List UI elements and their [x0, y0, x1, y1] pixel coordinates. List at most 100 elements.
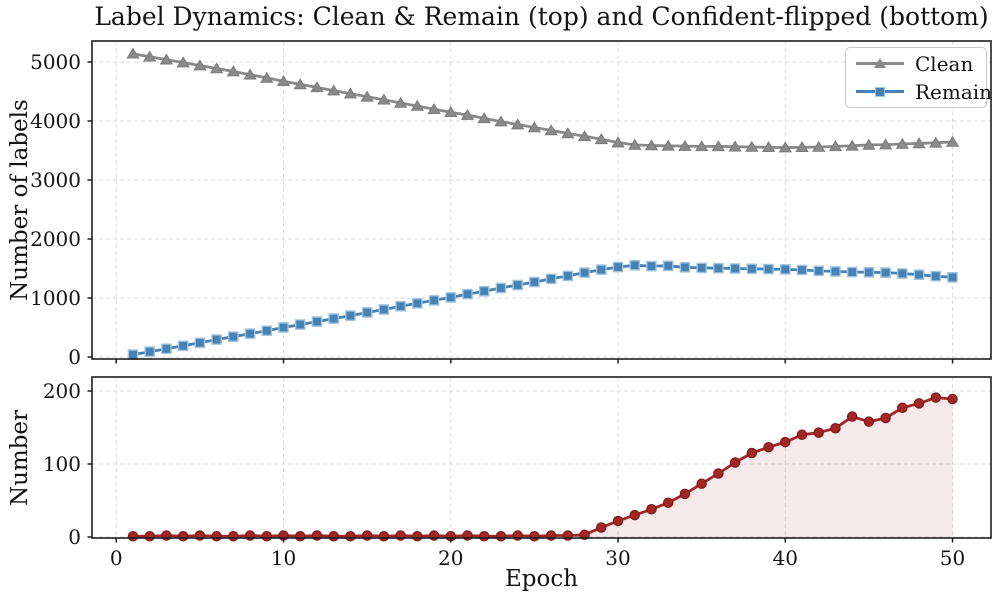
y-tick-label: 2000	[30, 227, 81, 251]
circle-marker	[729, 457, 741, 468]
circle-marker	[913, 398, 925, 409]
axis-ticks	[87, 61, 954, 364]
top-chart: 0 1000 2000 3000 4000 5000	[30, 40, 992, 369]
triangle-marker	[895, 137, 909, 149]
circle-marker	[512, 530, 523, 541]
triangle-marker	[460, 108, 475, 120]
square-marker	[311, 316, 323, 327]
triangle-marker	[611, 136, 625, 148]
circle-marker	[562, 530, 574, 541]
triangle-marker	[477, 112, 491, 124]
legend-item-remain: Remain	[856, 80, 992, 104]
triangle-marker	[594, 133, 608, 145]
square-marker	[880, 267, 891, 278]
plot-border	[91, 40, 992, 360]
circle-marker	[428, 530, 440, 541]
square-marker	[763, 263, 774, 275]
triangle-marker	[912, 137, 926, 149]
remain-line-marker-icon	[856, 85, 904, 99]
triangle-marker	[778, 141, 792, 153]
circle-marker	[880, 412, 891, 424]
circle-marker	[679, 488, 691, 500]
y-tick-label: 100	[43, 452, 81, 476]
triangle-marker	[945, 135, 960, 147]
square-marker	[729, 263, 741, 274]
circle-marker	[796, 429, 808, 441]
circle-marker	[161, 530, 172, 541]
square-marker	[161, 343, 172, 355]
circle-marker	[763, 441, 774, 453]
square-marker	[579, 267, 590, 278]
circle-marker	[244, 530, 256, 541]
circle-marker	[579, 529, 590, 541]
circle-marker	[529, 531, 540, 542]
triangle-marker	[845, 139, 859, 151]
triangle-marker	[678, 139, 692, 151]
gridlines	[92, 41, 991, 359]
circle-marker	[144, 531, 155, 542]
bottom-chart: 0 100 200 0 10 20 30 40 50	[43, 376, 992, 570]
triangle-marker	[828, 140, 843, 152]
legend-label-clean: Clean	[915, 51, 974, 76]
circle-marker	[462, 530, 473, 541]
triangle-marker	[644, 139, 659, 151]
confident-flipped-series	[127, 392, 958, 542]
x-tick-label: 0	[110, 546, 123, 570]
square-marker	[595, 264, 607, 275]
y-tick-label: 0	[68, 525, 81, 549]
x-axis-label: Epoch	[504, 566, 579, 592]
series-line	[132, 263, 953, 356]
plot-border	[91, 376, 992, 539]
triangle-marker	[511, 118, 525, 130]
triangle-marker	[260, 71, 274, 83]
circle-marker	[612, 515, 624, 527]
circle-marker	[328, 531, 339, 542]
y-tick-label: 4000	[30, 109, 81, 133]
triangle-marker	[310, 81, 324, 93]
legend: Clean Remain	[845, 47, 992, 108]
circle-marker	[127, 531, 139, 542]
square-marker	[378, 304, 390, 315]
circle-marker	[311, 530, 323, 541]
triangle-marker	[711, 140, 725, 152]
triangle-marker	[226, 65, 240, 77]
circle-marker	[897, 402, 908, 414]
square-marker	[612, 261, 624, 273]
circle-marker	[395, 530, 406, 541]
square-marker	[545, 273, 557, 285]
circle-marker	[412, 531, 423, 542]
square-marker	[428, 295, 440, 306]
square-marker	[144, 346, 156, 357]
square-marker	[913, 269, 925, 280]
triangle-marker	[695, 140, 709, 152]
square-marker	[529, 276, 540, 288]
triangle-marker	[879, 138, 893, 150]
circle-marker	[662, 497, 674, 508]
square-marker	[512, 279, 523, 291]
triangle-marker	[343, 87, 358, 99]
triangle-marker	[377, 93, 391, 105]
circle-marker	[947, 393, 958, 405]
clean-series	[126, 47, 960, 153]
clean-line-marker-icon	[856, 57, 904, 71]
square-marker	[897, 268, 908, 279]
triangle-marker	[410, 99, 424, 111]
circle-marker	[361, 530, 373, 541]
square-marker	[462, 288, 473, 300]
triangle-marker	[143, 50, 157, 62]
triangle-marker	[360, 90, 374, 102]
circle-marker	[478, 531, 490, 542]
y-axis-label-top: Number of labels	[7, 99, 33, 301]
x-tick-label: 50	[940, 546, 965, 570]
circle-marker	[596, 522, 607, 533]
triangle-marker	[276, 74, 291, 86]
square-marker	[796, 264, 808, 276]
triangle-marker	[243, 68, 257, 80]
square-marker	[412, 298, 423, 309]
triangle-marker	[661, 139, 675, 151]
square-marker	[194, 337, 206, 349]
square-marker	[562, 270, 574, 282]
x-tick-label: 10	[271, 546, 296, 570]
circle-marker	[261, 531, 273, 542]
